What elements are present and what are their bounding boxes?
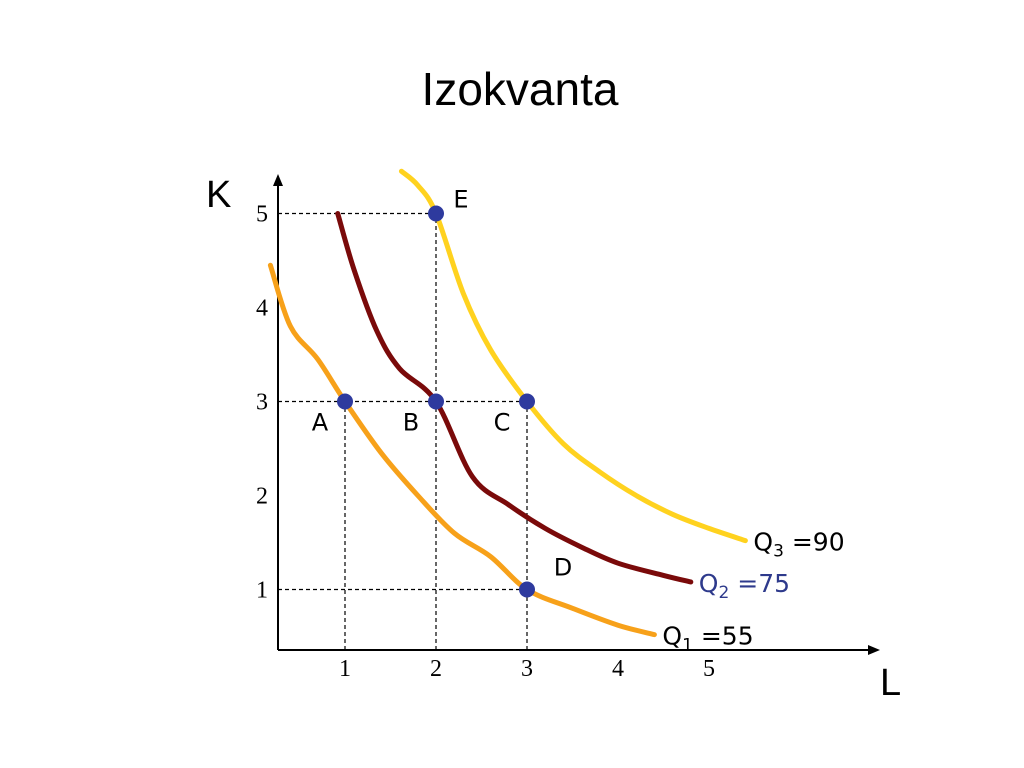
curve-label-q1: Q1 =55 (662, 622, 753, 656)
x-tick-label: 3 (521, 656, 533, 682)
x-tick-label: 5 (703, 656, 715, 682)
point-label-c: C (494, 409, 511, 437)
y-axis-label: K (206, 174, 231, 216)
y-axis-arrow (273, 174, 283, 186)
x-axis-arrow (868, 645, 880, 655)
x-tick-label: 2 (430, 656, 442, 682)
x-tick-label: 4 (612, 656, 624, 682)
isoquant-q2 (335, 211, 694, 585)
y-tick-labels: 1 2 3 4 5 (256, 202, 268, 604)
y-tick-label: 1 (256, 578, 268, 604)
point-b (428, 393, 444, 410)
isoquant-q1 (267, 262, 657, 638)
point-label-e: E (453, 186, 468, 214)
y-tick-label: 4 (256, 296, 268, 322)
y-tick-label: 3 (256, 390, 268, 416)
guide-lines (278, 212, 528, 650)
point-label-a: A (312, 409, 329, 437)
x-tick-label: 1 (339, 656, 351, 682)
point-c (519, 393, 535, 410)
y-tick-label: 2 (256, 484, 268, 510)
points: A B C D E (312, 186, 572, 598)
chart-title: Izokvanta (421, 63, 619, 115)
point-label-d: D (554, 554, 572, 582)
point-d (519, 581, 535, 598)
point-e (428, 205, 444, 222)
axes (273, 174, 880, 655)
curve-labels: Q1 =55 Q2 =75 Q3 =90 (662, 528, 844, 656)
point-label-b: B (403, 409, 419, 437)
x-axis-label: L (880, 662, 901, 704)
point-a (337, 393, 353, 410)
isoquant-q3 (398, 168, 748, 544)
curve-label-q2: Q2 =75 (699, 569, 790, 603)
x-tick-labels: 1 2 3 4 5 (339, 656, 715, 682)
y-tick-label: 5 (256, 202, 268, 228)
curve-label-q3: Q3 =90 (753, 528, 844, 562)
